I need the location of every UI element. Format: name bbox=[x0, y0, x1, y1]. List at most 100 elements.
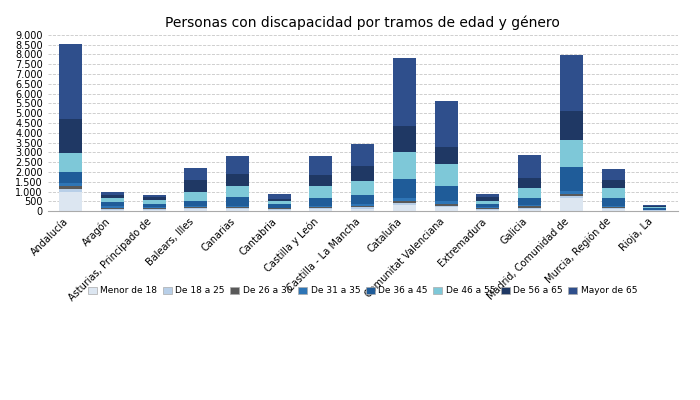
Bar bbox=[59, 119, 82, 153]
Bar bbox=[101, 206, 124, 208]
Bar bbox=[101, 208, 124, 209]
Bar bbox=[393, 179, 416, 198]
Bar bbox=[226, 206, 249, 207]
Bar bbox=[477, 207, 499, 208]
Bar bbox=[477, 198, 499, 200]
Bar bbox=[518, 208, 541, 209]
Bar bbox=[143, 208, 165, 209]
Bar bbox=[435, 202, 458, 204]
Legend: Menor de 18, De 18 a 25, De 26 a 30, De 31 a 35, De 36 a 45, De 46 a 55, De 56 a: Menor de 18, De 18 a 25, De 26 a 30, De … bbox=[84, 283, 641, 299]
Bar bbox=[184, 180, 207, 192]
Bar bbox=[518, 188, 541, 198]
Bar bbox=[518, 155, 541, 178]
Bar bbox=[59, 192, 82, 211]
Bar bbox=[309, 156, 332, 174]
Bar bbox=[477, 194, 499, 198]
Bar bbox=[101, 195, 124, 198]
Bar bbox=[184, 206, 207, 207]
Bar bbox=[477, 208, 499, 209]
Bar bbox=[477, 210, 499, 211]
Bar bbox=[393, 198, 416, 201]
Bar bbox=[101, 202, 124, 206]
Bar bbox=[393, 205, 416, 211]
Bar bbox=[560, 194, 583, 196]
Bar bbox=[518, 209, 541, 211]
Bar bbox=[309, 174, 332, 186]
Bar bbox=[267, 208, 290, 209]
Bar bbox=[601, 207, 624, 208]
Bar bbox=[267, 204, 290, 208]
Bar bbox=[184, 168, 207, 180]
Bar bbox=[59, 172, 82, 183]
Bar bbox=[560, 196, 583, 198]
Bar bbox=[59, 189, 82, 192]
Bar bbox=[267, 199, 290, 201]
Bar bbox=[226, 209, 249, 211]
Bar bbox=[643, 208, 666, 210]
Bar bbox=[184, 209, 207, 211]
Bar bbox=[601, 188, 624, 198]
Bar bbox=[309, 207, 332, 208]
Bar bbox=[226, 208, 249, 209]
Bar bbox=[601, 210, 624, 211]
Bar bbox=[267, 210, 290, 211]
Bar bbox=[560, 198, 583, 211]
Bar bbox=[560, 111, 583, 140]
Bar bbox=[226, 186, 249, 197]
Bar bbox=[393, 58, 416, 126]
Bar bbox=[101, 192, 124, 195]
Bar bbox=[393, 126, 416, 152]
Bar bbox=[143, 204, 165, 207]
Bar bbox=[351, 204, 374, 206]
Bar bbox=[184, 201, 207, 206]
Bar bbox=[309, 209, 332, 211]
Bar bbox=[143, 207, 165, 208]
Bar bbox=[351, 206, 374, 207]
Bar bbox=[560, 191, 583, 194]
Bar bbox=[477, 200, 499, 204]
Bar bbox=[435, 164, 458, 186]
Bar bbox=[267, 201, 290, 204]
Bar bbox=[267, 194, 290, 199]
Bar bbox=[309, 198, 332, 206]
Bar bbox=[184, 208, 207, 209]
Bar bbox=[435, 186, 458, 202]
Bar bbox=[59, 186, 82, 189]
Bar bbox=[435, 147, 458, 164]
Bar bbox=[309, 208, 332, 209]
Bar bbox=[226, 197, 249, 206]
Bar bbox=[560, 167, 583, 191]
Bar bbox=[143, 209, 165, 210]
Bar bbox=[351, 209, 374, 211]
Bar bbox=[143, 197, 165, 200]
Bar bbox=[101, 209, 124, 210]
Bar bbox=[601, 208, 624, 210]
Bar bbox=[518, 198, 541, 205]
Bar bbox=[518, 178, 541, 188]
Bar bbox=[143, 210, 165, 211]
Bar bbox=[101, 210, 124, 211]
Bar bbox=[518, 206, 541, 208]
Bar bbox=[477, 204, 499, 207]
Bar bbox=[601, 206, 624, 207]
Bar bbox=[267, 209, 290, 210]
Bar bbox=[184, 207, 207, 208]
Bar bbox=[601, 169, 624, 180]
Bar bbox=[351, 166, 374, 181]
Bar bbox=[435, 204, 458, 206]
Bar bbox=[309, 186, 332, 198]
Bar bbox=[601, 180, 624, 188]
Bar bbox=[393, 152, 416, 179]
Bar bbox=[435, 206, 458, 207]
Title: Personas con discapacidad por tramos de edad y género: Personas con discapacidad por tramos de … bbox=[165, 15, 560, 30]
Bar bbox=[59, 44, 82, 119]
Bar bbox=[226, 156, 249, 174]
Bar bbox=[226, 174, 249, 186]
Bar bbox=[309, 206, 332, 207]
Bar bbox=[435, 207, 458, 211]
Bar bbox=[393, 201, 416, 203]
Bar bbox=[59, 153, 82, 172]
Bar bbox=[643, 206, 666, 208]
Bar bbox=[351, 207, 374, 209]
Bar bbox=[143, 200, 165, 204]
